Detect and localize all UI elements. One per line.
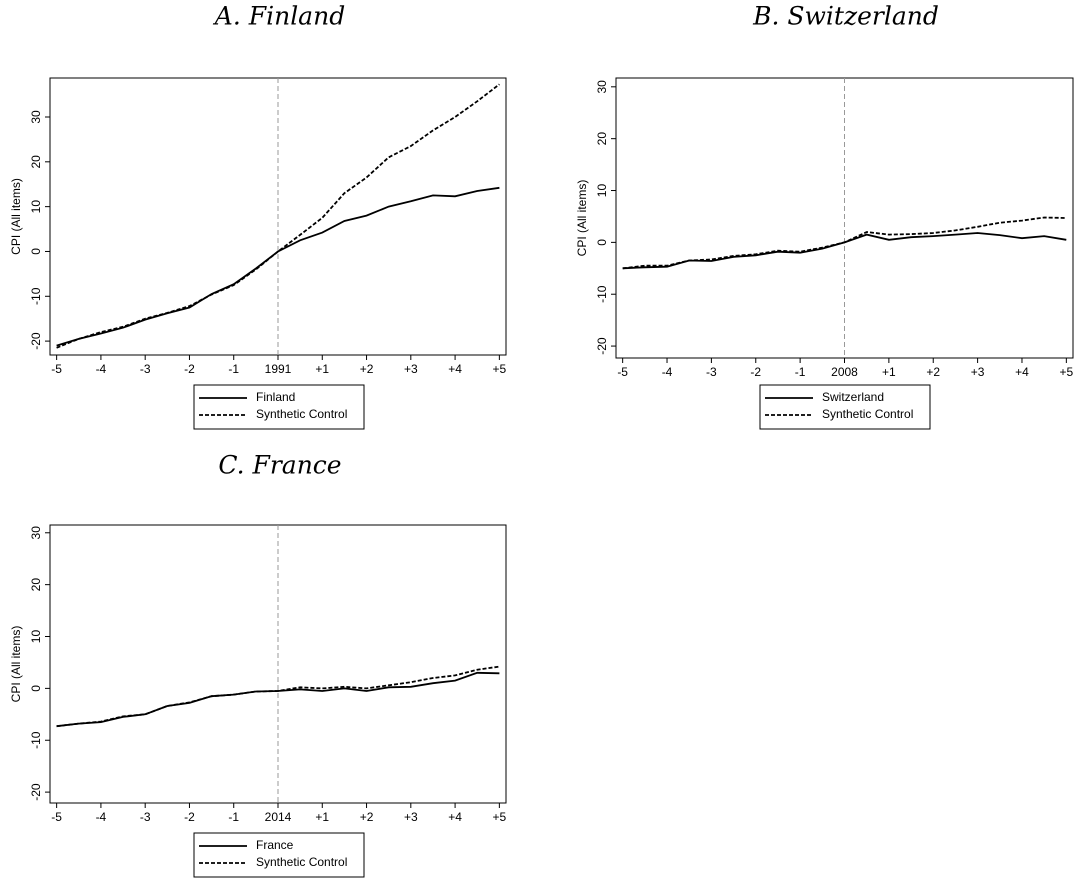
x-tick-label: -5 [51,810,62,824]
y-tick-label: 30 [29,526,43,540]
y-tick-label: -10 [595,285,609,303]
x-tick-label: -1 [795,365,806,379]
series-line [56,83,500,349]
legend-label: Finland [256,390,295,404]
y-tick-label: -20 [29,332,43,350]
legend-box [193,384,365,430]
x-tick-label: -3 [140,362,151,376]
legend-box [193,832,365,878]
x-tick-label: -5 [617,365,628,379]
y-tick-label: 30 [595,80,609,94]
x-tick-label: 2008 [831,365,858,379]
series-line [56,665,500,728]
x-tick-label: +2 [926,365,940,379]
x-tick-label: +2 [360,362,374,376]
y-tick-label: -10 [29,731,43,749]
y-tick-label: 10 [29,630,43,644]
series-line [56,186,500,347]
x-tick-label: +1 [882,365,896,379]
legend-label: Synthetic Control [822,407,913,421]
x-tick-label: -1 [228,362,239,376]
y-tick-label: 20 [29,155,43,169]
x-tick-label: -2 [184,362,195,376]
y-tick-label: 30 [29,110,43,124]
x-tick-label: +2 [360,810,374,824]
x-tick-label: -2 [750,365,761,379]
y-tick-label: 20 [595,132,609,146]
panel-title: C. France [218,451,341,480]
x-tick-label: +1 [315,810,329,824]
legend-label: Synthetic Control [256,407,347,421]
x-tick-label: -4 [96,810,107,824]
legend-label: Switzerland [822,390,884,404]
x-tick-label: +5 [493,810,507,824]
y-axis-label: CPI (All items) [575,180,589,257]
series-line [622,216,1067,270]
x-tick-label: +5 [493,362,507,376]
panel-title: B. Switzerland [752,2,939,31]
x-tick-label: +4 [448,810,462,824]
panel-title: A. Finland [213,2,345,31]
y-tick-label: 20 [29,578,43,592]
y-axis-label: CPI (All items) [9,178,23,255]
x-tick-label: -4 [662,365,673,379]
x-tick-label: +3 [404,810,418,824]
y-tick-label: 0 [29,685,43,692]
y-tick-label: -20 [29,783,43,801]
x-tick-label: -1 [228,810,239,824]
legend-label: Synthetic Control [256,855,347,869]
x-tick-label: -2 [184,810,195,824]
x-tick-label: 2014 [265,810,292,824]
x-tick-label: +4 [1015,365,1029,379]
y-tick-label: -10 [29,287,43,305]
x-tick-label: -3 [706,365,717,379]
x-tick-label: +4 [448,362,462,376]
x-tick-label: -4 [96,362,107,376]
x-tick-label: 1991 [265,362,292,376]
y-tick-label: -20 [595,337,609,355]
y-tick-label: 0 [595,239,609,246]
x-tick-label: +5 [1060,365,1074,379]
legend-box [759,384,931,430]
y-tick-label: 10 [595,184,609,198]
y-tick-label: 0 [29,248,43,255]
x-tick-label: +1 [315,362,329,376]
y-axis-label: CPI (All items) [9,626,23,703]
x-tick-label: +3 [971,365,985,379]
legend-label: France [256,838,294,852]
x-tick-label: -5 [51,362,62,376]
y-tick-label: 10 [29,200,43,214]
x-tick-label: -3 [140,810,151,824]
x-tick-label: +3 [404,362,418,376]
